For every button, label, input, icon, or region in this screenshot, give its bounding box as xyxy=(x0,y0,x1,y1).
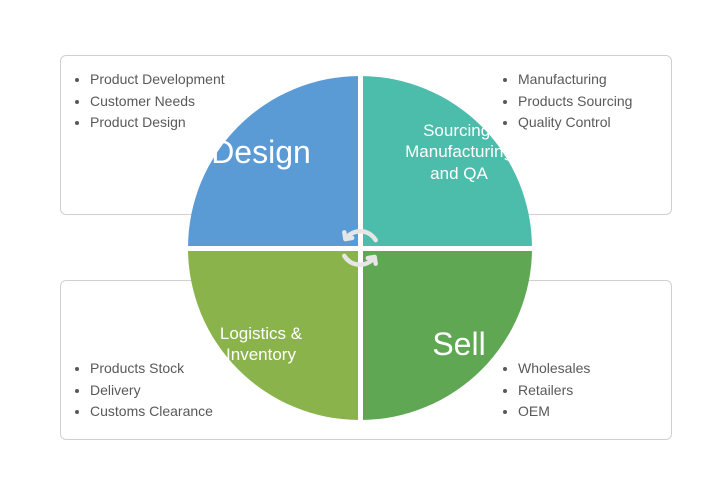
bullet-item: Products Sourcing xyxy=(518,91,632,113)
bullet-item: Product Development xyxy=(90,69,225,91)
bullet-item: Products Stock xyxy=(90,358,213,380)
bullets-design: Product DevelopmentCustomer NeedsProduct… xyxy=(64,69,225,134)
cycle-arrows-icon xyxy=(332,220,388,276)
bullets-sell: WholesalesRetailersOEM xyxy=(492,358,590,423)
bullet-item: Customs Clearance xyxy=(90,401,213,423)
quadrant-label-logistics: Logistics &Inventory xyxy=(220,323,302,366)
bullet-item: OEM xyxy=(518,401,590,423)
bullet-item: Manufacturing xyxy=(518,69,632,91)
bullet-item: Delivery xyxy=(90,380,213,402)
quadrant-label-sourcing: Sourcing,Manufacturingand QA xyxy=(405,120,513,184)
bullet-item: Product Design xyxy=(90,112,225,134)
bullets-logistics: Products StockDeliveryCustoms Clearance xyxy=(64,358,213,423)
bullet-item: Wholesales xyxy=(518,358,590,380)
bullet-item: Customer Needs xyxy=(90,91,225,113)
quadrant-label-sell: Sell xyxy=(432,324,485,364)
quadrant-label-design: Design xyxy=(211,132,311,172)
bullets-sourcing: ManufacturingProducts SourcingQuality Co… xyxy=(492,69,632,134)
bullet-item: Retailers xyxy=(518,380,590,402)
bullet-item: Quality Control xyxy=(518,112,632,134)
